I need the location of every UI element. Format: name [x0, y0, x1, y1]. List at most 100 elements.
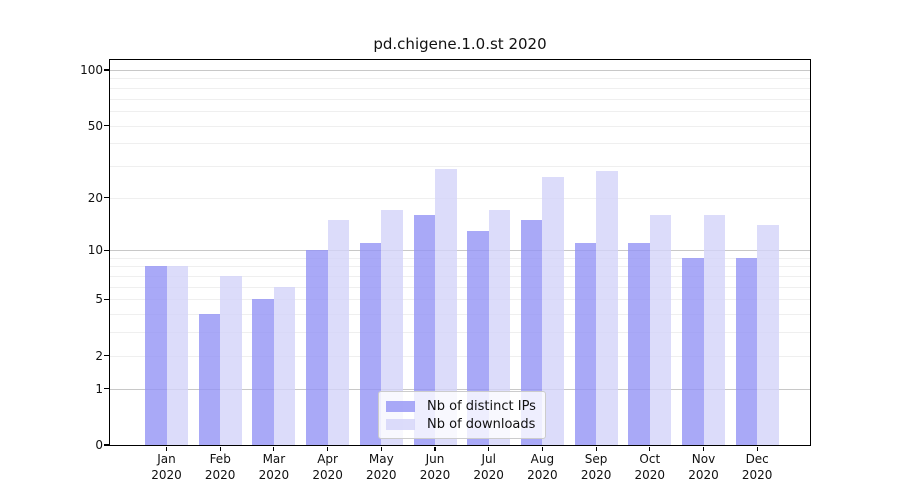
bar-jul-downloads: [488, 210, 511, 445]
y-gridline-minor: [110, 110, 810, 112]
x-tick-mark: [165, 446, 168, 451]
y-gridline-major: [110, 70, 810, 71]
x-tick-label-month: Jun: [425, 452, 445, 466]
x-tick-label-month: Apr: [317, 452, 338, 466]
x-tick-label-year: 2020: [258, 467, 290, 482]
x-tick-label-month: Oct: [639, 452, 661, 466]
y-gridline-minor: [110, 87, 810, 89]
x-tick-label-month: Sep: [584, 452, 608, 466]
y-tick-label: 0: [95, 438, 103, 452]
x-tick-label-year: 2020: [741, 467, 773, 482]
bar-aug-distinct-ips: [520, 219, 543, 445]
y-tick-mark: [104, 197, 109, 199]
bar-nov-downloads: [703, 214, 725, 445]
x-tick-mark: [649, 446, 651, 451]
y-tick-label: 2: [95, 348, 103, 363]
y-gridline-minor: [110, 125, 810, 127]
y-gridline-major: [110, 388, 810, 390]
y-gridline-minor: [110, 286, 810, 288]
y-gridline-major: [110, 250, 810, 252]
bar-mar-distinct-ips: [252, 299, 274, 445]
y-tick-label: 10: [87, 243, 103, 258]
y-gridline-minor: [110, 332, 810, 334]
bar-feb-distinct-ips: [198, 314, 221, 445]
legend-swatch-distinct-ips: [386, 400, 415, 412]
x-tick-label-month: Mar: [262, 452, 286, 466]
x-tick-label-year: 2020: [473, 467, 504, 482]
x-tick-label-year: 2020: [527, 467, 558, 482]
bar-oct-distinct-ips: [628, 243, 650, 445]
y-gridline-minor: [110, 314, 810, 316]
x-tick-mark: [541, 446, 543, 451]
x-tick-label: Jan 2020: [135, 452, 199, 483]
legend-label: Nb of distinct IPs: [427, 398, 536, 414]
x-tick-mark: [595, 446, 597, 451]
x-tick-label-year: 2020: [204, 467, 236, 482]
x-tick-label-year: 2020: [419, 467, 451, 482]
x-tick-mark: [380, 446, 382, 451]
y-gridline-minor: [110, 143, 810, 145]
y-gridline-minor: [110, 355, 810, 357]
x-tick-label: Feb 2020: [188, 452, 252, 483]
y-gridline-minor: [110, 266, 810, 268]
bar-nov-distinct-ips: [682, 257, 704, 445]
bar-mar-downloads: [273, 286, 296, 445]
y-tick-mark: [104, 124, 109, 127]
bar-sep-distinct-ips: [574, 243, 597, 445]
y-tick-mark: [104, 249, 109, 251]
y-tick-mark: [104, 298, 109, 300]
x-tick-label: Nov 2020: [672, 452, 736, 483]
x-tick-label-year: 2020: [366, 467, 397, 482]
x-tick-label: Dec 2020: [725, 452, 789, 483]
bar-apr-distinct-ips: [306, 250, 328, 445]
x-tick-label-month: Jan: [157, 452, 176, 466]
x-tick-label: Oct 2020: [618, 452, 682, 483]
y-gridline-minor: [110, 78, 810, 80]
y-tick-label: 50: [87, 118, 103, 133]
x-tick-mark: [488, 446, 490, 451]
bar-dec-downloads: [757, 224, 779, 445]
x-tick-label-year: 2020: [312, 467, 343, 482]
bar-apr-downloads: [327, 219, 350, 445]
bar-oct-downloads: [649, 214, 672, 445]
y-tick-label: 1: [95, 381, 103, 396]
x-tick-label-year: 2020: [580, 467, 612, 482]
x-tick-label: May 2020: [349, 452, 413, 483]
x-tick-label: Apr 2020: [296, 452, 360, 483]
y-tick-label: 100: [80, 63, 103, 77]
x-tick-label-month: Jul: [481, 452, 496, 466]
y-gridline-minor: [110, 257, 810, 259]
legend-label: Nb of downloads: [427, 416, 536, 432]
x-tick-mark: [702, 446, 705, 451]
plot-area: [109, 59, 811, 446]
x-tick-mark: [756, 446, 758, 451]
legend-swatch-downloads: [386, 418, 415, 430]
bar-may-distinct-ips: [359, 243, 382, 445]
y-tick-mark: [104, 69, 109, 71]
legend-item: Nb of downloads: [386, 415, 536, 433]
x-tick-label: Sep 2020: [564, 452, 628, 483]
bar-sep-downloads: [596, 171, 618, 445]
bar-may-downloads: [381, 210, 403, 445]
x-tick-mark: [434, 446, 436, 451]
x-tick-label: Mar 2020: [242, 452, 306, 483]
bar-feb-downloads: [220, 276, 242, 445]
legend: Nb of distinct IPs Nb of downloads: [378, 391, 546, 439]
bar-dec-distinct-ips: [735, 257, 758, 445]
x-tick-label-month: Dec: [745, 452, 769, 466]
y-gridline-minor: [110, 197, 810, 199]
y-tick-label: 20: [87, 190, 103, 205]
x-tick-label-year: 2020: [688, 467, 719, 482]
y-tick-label: 5: [95, 292, 103, 307]
x-tick-label-month: May: [368, 452, 394, 466]
y-tick-mark: [104, 388, 109, 390]
x-tick-label-year: 2020: [634, 467, 666, 482]
y-gridline-minor: [110, 276, 810, 278]
y-tick-mark: [104, 444, 109, 446]
bar-aug-downloads: [542, 177, 564, 445]
x-tick-mark: [327, 446, 329, 451]
x-tick-label-month: Aug: [530, 452, 555, 466]
bar-jan-downloads: [166, 266, 188, 445]
chart-title: pd.chigene.1.0.st 2020: [373, 35, 547, 53]
